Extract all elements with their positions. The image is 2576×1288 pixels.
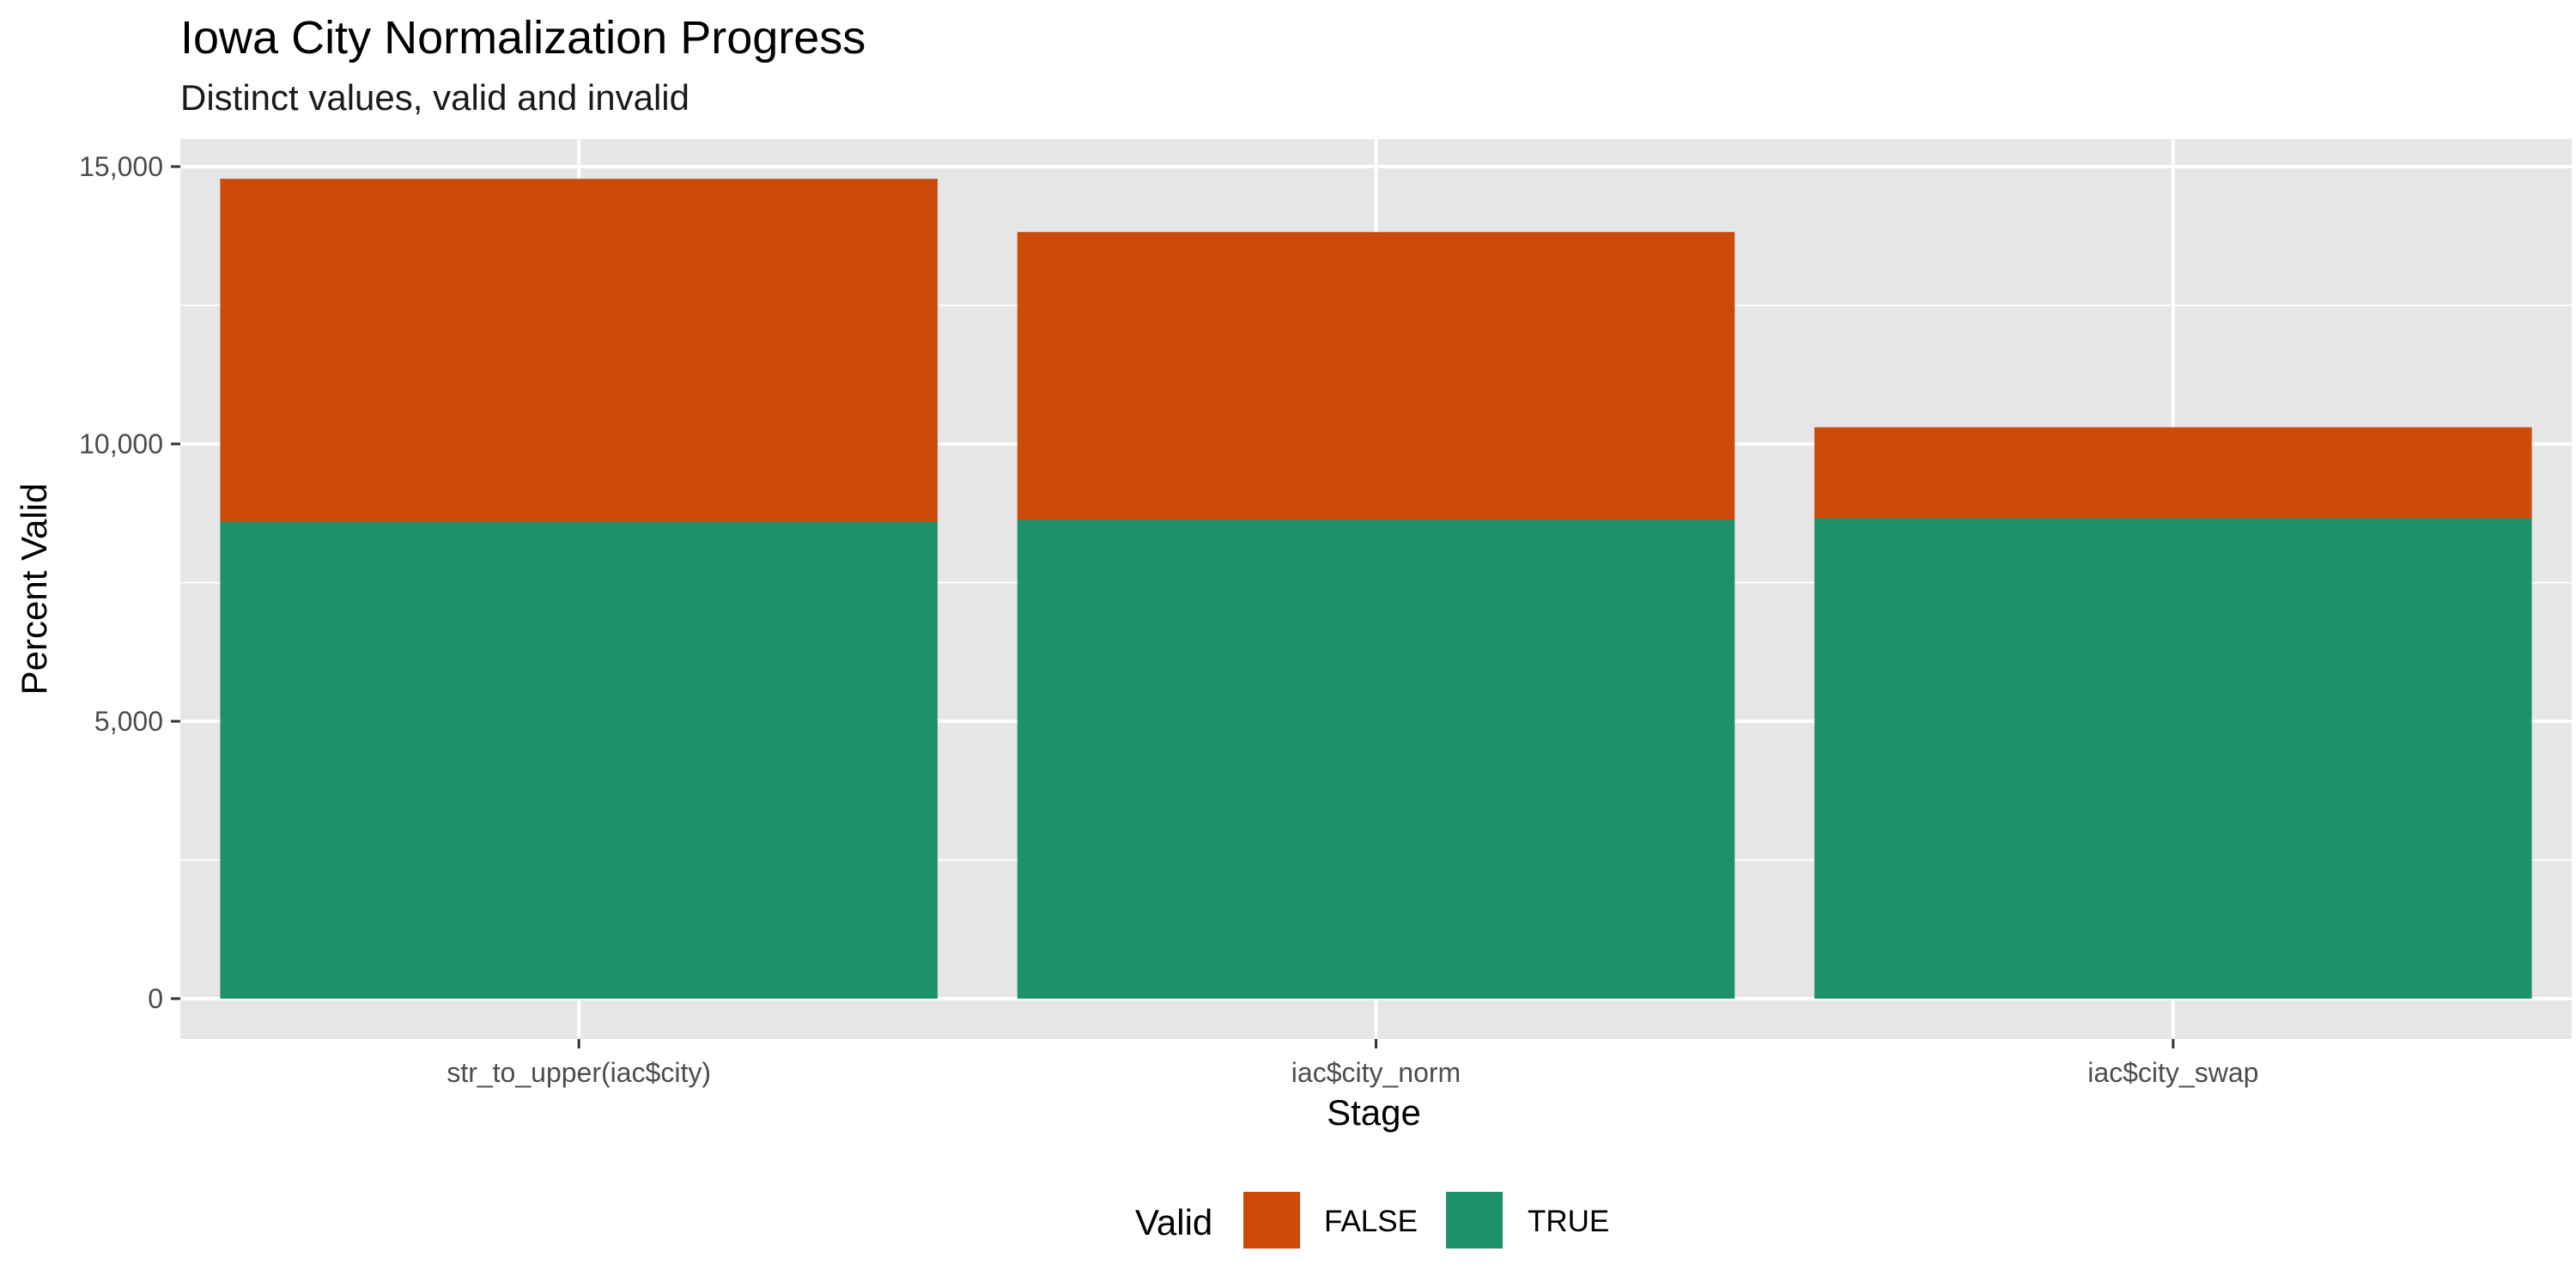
legend-label-true: TRUE: [1528, 1205, 1609, 1238]
x-axis-title: Stage: [1327, 1092, 1421, 1133]
bars: [220, 179, 2532, 999]
x-tick-label: str_to_upper(iac$city): [447, 1057, 711, 1088]
legend: Valid FALSE TRUE: [1135, 1192, 1609, 1249]
x-tick-label: iac$city_swap: [2087, 1057, 2258, 1088]
y-tick-label: 10,000: [79, 428, 163, 459]
y-tick-label: 5,000: [94, 706, 163, 737]
bar-true-2: [1814, 518, 2532, 999]
y-axis: 0 5,000 10,000 15,000: [79, 151, 180, 1014]
y-tick-label: 0: [148, 983, 163, 1014]
bar-false-2: [1814, 427, 2532, 519]
bar-true-1: [1017, 519, 1735, 999]
legend-title: Valid: [1135, 1202, 1212, 1242]
bar-false-0: [220, 179, 938, 522]
bar-false-1: [1017, 232, 1735, 520]
legend-swatch-true: [1446, 1192, 1503, 1249]
chart-title: Iowa City Normalization Progress: [180, 12, 866, 64]
x-tick-label: iac$city_norm: [1291, 1057, 1461, 1088]
y-tick-label: 15,000: [79, 151, 163, 182]
y-axis-title: Percent Valid: [14, 483, 54, 696]
legend-label-false: FALSE: [1324, 1205, 1418, 1238]
chart-subtitle: Distinct values, valid and invalid: [180, 77, 690, 118]
bar-true-0: [220, 521, 938, 999]
x-axis: str_to_upper(iac$city) iac$city_norm iac$c…: [447, 1039, 2258, 1088]
legend-swatch-false: [1243, 1192, 1300, 1249]
